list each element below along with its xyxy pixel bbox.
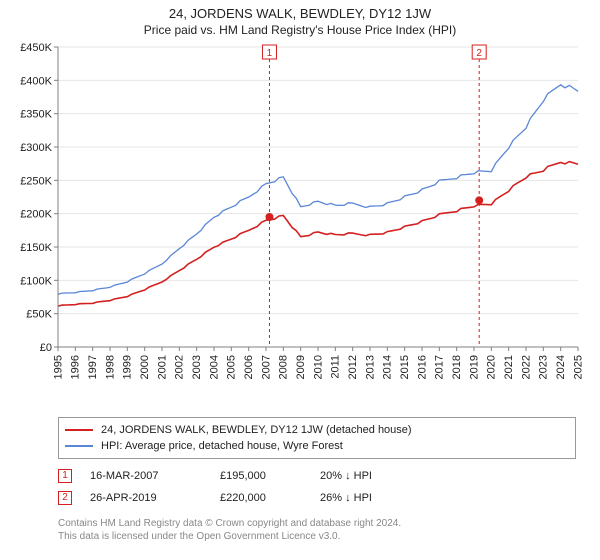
svg-text:2022: 2022 [520,355,532,379]
svg-text:2021: 2021 [503,355,515,379]
legend: 24, JORDENS WALK, BEWDLEY, DY12 1JW (det… [58,417,576,459]
svg-text:1997: 1997 [87,355,99,379]
transaction-marker: 2 [58,491,72,505]
svg-text:£150K: £150K [20,242,52,254]
legend-swatch [65,445,93,447]
svg-text:2009: 2009 [295,355,307,379]
legend-swatch [65,429,93,431]
transaction-delta: 26% ↓ HPI [320,487,440,509]
svg-text:£50K: £50K [26,309,52,321]
svg-text:2018: 2018 [451,355,463,379]
transactions-table: 1 16-MAR-2007£195,00020% ↓ HPI 2 26-APR-201… [58,465,576,509]
svg-text:£300K: £300K [20,142,52,154]
svg-text:2014: 2014 [382,355,394,379]
svg-text:2015: 2015 [399,355,411,379]
transaction-date: 16-MAR-2007 [90,465,220,487]
svg-text:2006: 2006 [243,355,255,379]
transaction-price: £220,000 [220,487,320,509]
chart-area: 1 2 £0 £50K £100K £150K £200K £250K £300K £350K £4… [0,41,600,411]
line-chart: 1 2 £0 £50K £100K £150K £200K £250K £300K £350K £4… [0,41,600,411]
svg-text:£250K: £250K [20,175,52,187]
svg-text:2010: 2010 [312,355,324,379]
svg-text:1996: 1996 [70,355,82,379]
transaction-delta: 20% ↓ HPI [320,465,440,487]
svg-text:£100K: £100K [20,275,52,287]
legend-label: 24, JORDENS WALK, BEWDLEY, DY12 1JW (det… [101,422,412,438]
svg-text:£350K: £350K [20,109,52,121]
transaction-row: 1 16-MAR-2007£195,00020% ↓ HPI [58,465,576,487]
svg-text:2016: 2016 [416,355,428,379]
svg-text:2013: 2013 [364,355,376,379]
svg-text:2025: 2025 [572,355,584,379]
footer-line: Contains HM Land Registry data © Crown c… [58,517,576,530]
svg-text:2002: 2002 [174,355,186,379]
svg-text:2001: 2001 [156,355,168,379]
svg-text:2012: 2012 [347,355,359,379]
svg-text:2011: 2011 [330,355,342,379]
svg-text:2005: 2005 [226,355,238,379]
svg-text:1995: 1995 [52,355,64,379]
svg-text:2008: 2008 [278,355,290,379]
transaction-date: 26-APR-2019 [90,487,220,509]
svg-text:2017: 2017 [434,355,446,379]
svg-text:2020: 2020 [486,355,498,379]
transaction-row: 2 26-APR-2019£220,00026% ↓ HPI [58,487,576,509]
svg-text:1998: 1998 [104,355,116,379]
svg-text:£200K: £200K [20,209,52,221]
svg-text:£450K: £450K [20,42,52,54]
attribution-footer: Contains HM Land Registry data © Crown c… [58,517,576,543]
transaction-price: £195,000 [220,465,320,487]
svg-text:2: 2 [476,48,482,59]
chart-subtitle: Price paid vs. HM Land Registry's House … [0,21,600,41]
chart-title: 24, JORDENS WALK, BEWDLEY, DY12 1JW [0,0,600,21]
svg-text:2000: 2000 [139,355,151,379]
svg-text:1999: 1999 [122,355,134,379]
legend-label: HPI: Average price, detached house, Wyre… [101,438,343,454]
svg-text:2024: 2024 [555,355,567,379]
svg-text:£400K: £400K [20,75,52,87]
svg-text:1: 1 [267,48,273,59]
svg-text:2007: 2007 [260,355,272,379]
legend-item: 24, JORDENS WALK, BEWDLEY, DY12 1JW (det… [65,422,569,438]
transaction-marker: 1 [58,469,72,483]
svg-text:2019: 2019 [468,355,480,379]
footer-line: This data is licensed under the Open Gov… [58,530,576,543]
legend-item: HPI: Average price, detached house, Wyre… [65,438,569,454]
svg-text:2023: 2023 [538,355,550,379]
svg-text:2004: 2004 [208,355,220,379]
svg-text:2003: 2003 [191,355,203,379]
svg-text:£0: £0 [40,342,52,354]
